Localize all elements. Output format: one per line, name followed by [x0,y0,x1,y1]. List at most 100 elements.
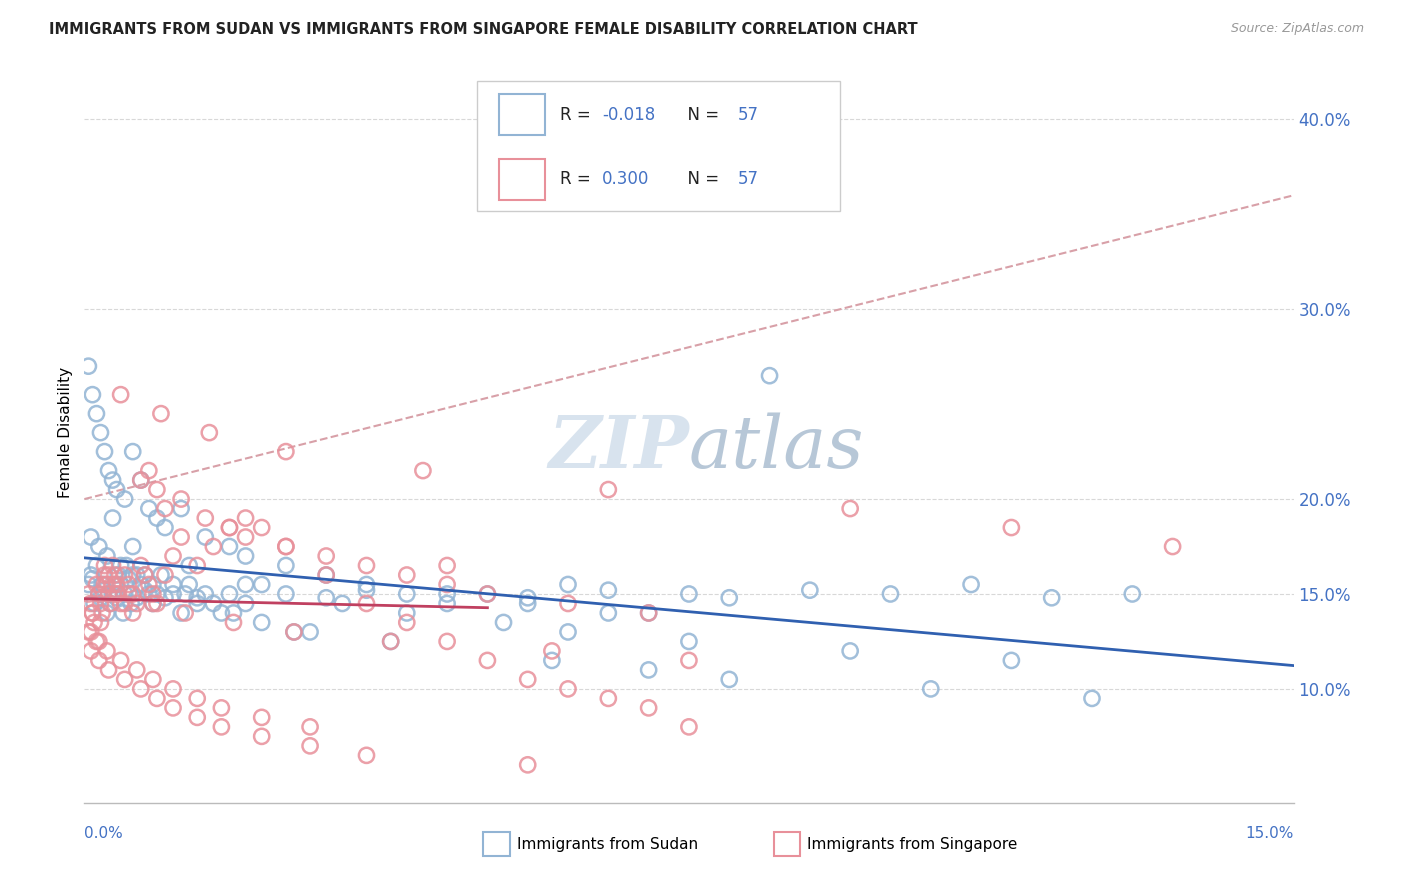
Point [105,591,128,605]
Point [758,368,780,383]
Point [87,587,110,601]
Point [186,591,208,605]
Point [138,464,160,478]
Point [637,701,659,715]
Point [218,520,240,534]
Point [89,425,111,440]
FancyBboxPatch shape [773,832,800,856]
Point [98,597,121,611]
Point [110,387,132,401]
Point [299,624,322,639]
Point [125,663,148,677]
Point [86,634,108,648]
Point [110,577,132,591]
Point [186,710,208,724]
Point [125,591,148,605]
FancyBboxPatch shape [499,95,546,135]
Point [356,583,378,598]
Point [162,681,184,696]
Point [101,511,124,525]
Point [98,597,121,611]
Point [1000,520,1022,534]
Point [162,587,184,601]
Text: atlas: atlas [689,412,865,483]
Point [162,701,184,715]
Point [134,568,156,582]
Point [235,577,257,591]
Point [162,549,184,563]
Point [118,572,141,586]
Point [380,634,402,648]
Point [186,558,208,573]
Point [516,673,538,687]
Point [146,597,169,611]
Point [315,591,337,605]
Point [678,720,700,734]
Point [153,591,176,605]
Point [138,587,160,601]
Point [186,691,208,706]
Point [110,653,132,667]
Text: IMMIGRANTS FROM SUDAN VS IMMIGRANTS FROM SINGAPORE FEMALE DISABILITY CORRELATION: IMMIGRANTS FROM SUDAN VS IMMIGRANTS FROM… [49,22,918,37]
Point [118,587,141,601]
Point [436,587,458,601]
Point [218,540,240,554]
Point [274,587,297,601]
Point [146,587,169,601]
Point [202,540,225,554]
Point [492,615,515,630]
Point [194,530,217,544]
Point [121,587,143,601]
Point [202,597,225,611]
Point [315,568,337,582]
Point [142,597,165,611]
Point [121,568,143,582]
Point [235,597,257,611]
Point [101,577,124,591]
Point [153,568,176,582]
Point [250,615,273,630]
Point [96,577,118,591]
Point [138,577,160,591]
Point [274,540,297,554]
Point [315,549,337,563]
Text: Immigrants from Sudan: Immigrants from Sudan [517,837,699,852]
Point [114,587,136,601]
Point [222,615,245,630]
Point [222,606,245,620]
Point [395,587,418,601]
Point [356,577,378,591]
Y-axis label: Female Disability: Female Disability [58,367,73,499]
Point [129,473,152,487]
Point [153,501,176,516]
Point [170,530,193,544]
Point [86,577,108,591]
Point [96,606,118,620]
Point [82,606,104,620]
Point [541,653,564,667]
Point [134,568,156,582]
Point [516,591,538,605]
Point [101,558,124,573]
Text: Source: ZipAtlas.com: Source: ZipAtlas.com [1230,22,1364,36]
Point [718,591,741,605]
Point [557,681,579,696]
Point [115,558,138,573]
Point [1121,587,1143,601]
FancyBboxPatch shape [484,832,510,856]
Point [146,483,169,497]
Point [598,483,620,497]
Point [960,577,983,591]
Point [86,407,108,421]
Point [477,587,499,601]
Point [315,568,337,582]
FancyBboxPatch shape [478,81,841,211]
Point [356,558,378,573]
Point [107,587,129,601]
Point [80,568,103,582]
Point [637,606,659,620]
Point [799,583,821,598]
Point [114,673,136,687]
Point [120,597,142,611]
Point [598,606,620,620]
